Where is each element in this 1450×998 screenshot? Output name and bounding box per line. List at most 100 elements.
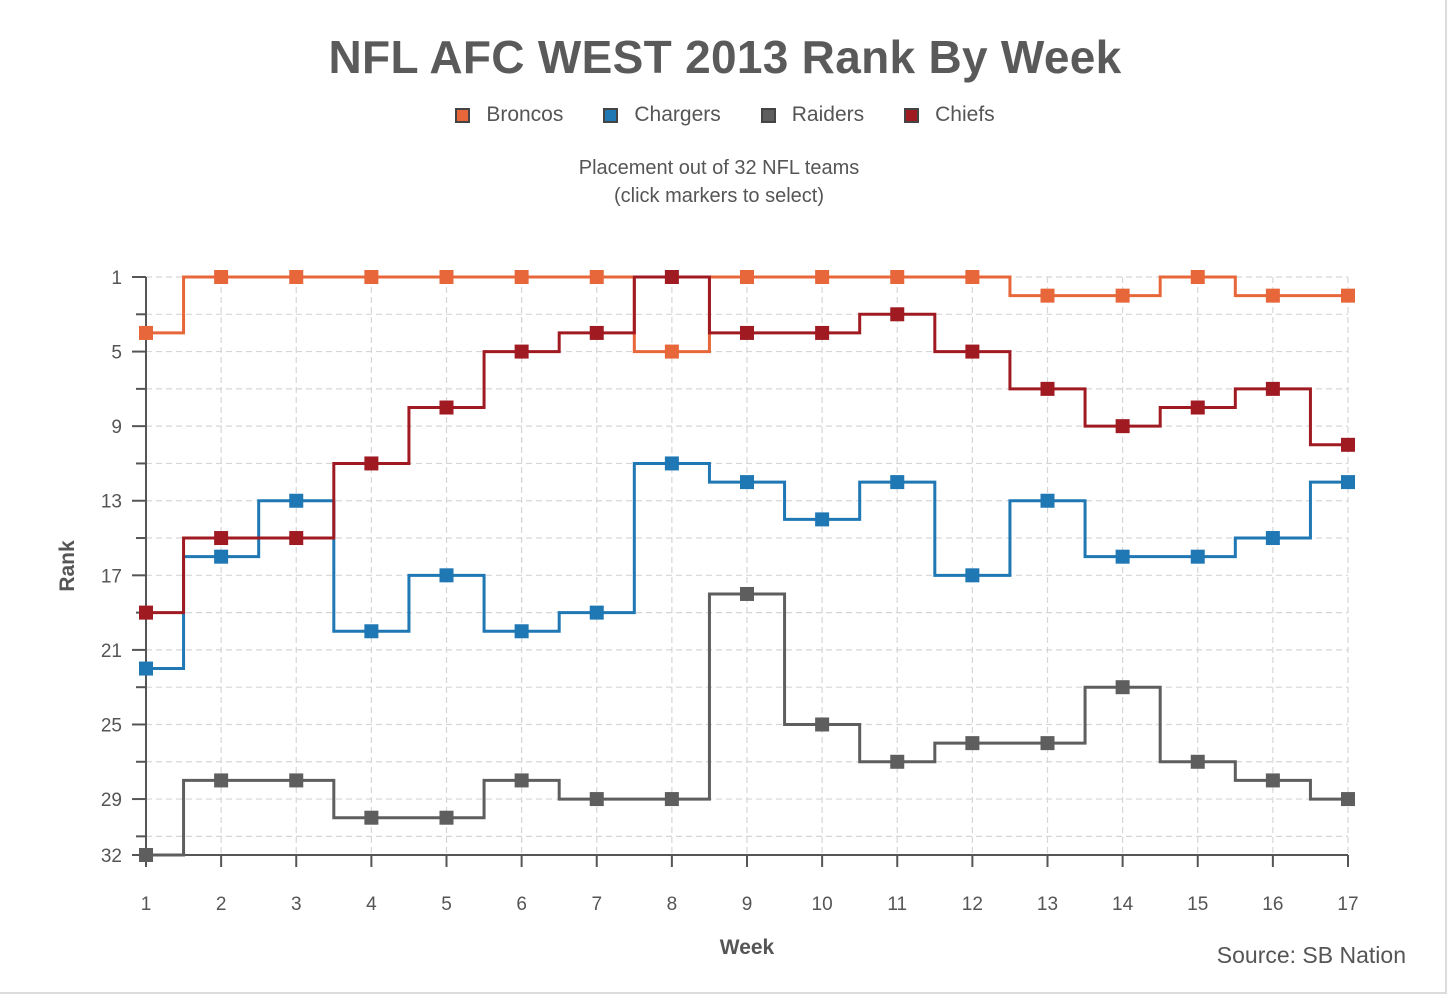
- point-chargers-week-1[interactable]: [139, 661, 153, 676]
- point-chiefs-week-2[interactable]: [214, 531, 229, 546]
- y-tick-label: 9: [111, 417, 122, 438]
- point-chiefs-week-17[interactable]: [1341, 437, 1355, 452]
- point-chargers-week-2[interactable]: [214, 549, 229, 564]
- legend-item-chargers[interactable]: Chargers: [603, 103, 721, 127]
- source-credit: Source: SB Nation: [1216, 942, 1406, 968]
- point-broncos-week-4[interactable]: [364, 270, 379, 284]
- legend-swatch-broncos: [455, 107, 471, 123]
- point-chargers-week-11[interactable]: [890, 475, 905, 490]
- point-chargers-week-13[interactable]: [1040, 493, 1055, 508]
- legend-item-raiders[interactable]: Raiders: [760, 103, 864, 127]
- point-chargers-week-10[interactable]: [815, 512, 830, 527]
- point-chargers-week-17[interactable]: [1341, 475, 1355, 490]
- point-raiders-week-11[interactable]: [890, 754, 905, 769]
- point-chargers-week-12[interactable]: [965, 568, 980, 583]
- point-raiders-week-8[interactable]: [664, 792, 679, 807]
- legend-label-broncos: Broncos: [486, 103, 564, 126]
- point-raiders-week-12[interactable]: [965, 736, 980, 751]
- chart-subtitle: Placement out of 32 NFL teams (click mar…: [0, 154, 1438, 210]
- point-chiefs-week-1[interactable]: [139, 605, 153, 620]
- point-chargers-week-16[interactable]: [1265, 531, 1280, 546]
- point-chiefs-week-12[interactable]: [965, 344, 980, 359]
- point-chiefs-week-8[interactable]: [664, 270, 679, 284]
- y-tick-label: 1: [111, 268, 122, 289]
- point-broncos-week-12[interactable]: [965, 270, 980, 284]
- point-chiefs-week-3[interactable]: [289, 531, 304, 546]
- point-raiders-week-6[interactable]: [514, 773, 529, 788]
- point-broncos-week-15[interactable]: [1190, 270, 1205, 284]
- y-tick-label: 21: [101, 641, 122, 662]
- point-broncos-week-10[interactable]: [815, 270, 830, 284]
- point-raiders-week-1[interactable]: [139, 848, 153, 862]
- point-chiefs-week-9[interactable]: [740, 325, 754, 340]
- point-raiders-week-13[interactable]: [1040, 736, 1055, 751]
- x-tick-label: 10: [812, 894, 833, 915]
- point-broncos-week-3[interactable]: [289, 270, 304, 284]
- point-chiefs-week-11[interactable]: [890, 307, 905, 322]
- x-tick-label: 14: [1112, 894, 1134, 915]
- point-chiefs-week-15[interactable]: [1190, 400, 1205, 415]
- point-raiders-week-5[interactable]: [439, 810, 454, 825]
- point-broncos-week-7[interactable]: [589, 270, 604, 284]
- point-raiders-week-16[interactable]: [1265, 773, 1280, 788]
- point-raiders-week-2[interactable]: [214, 773, 229, 788]
- point-chiefs-week-14[interactable]: [1115, 419, 1130, 434]
- point-broncos-week-1[interactable]: [139, 325, 153, 340]
- point-chiefs-week-6[interactable]: [514, 344, 529, 359]
- point-chargers-week-9[interactable]: [740, 475, 754, 490]
- point-chiefs-week-7[interactable]: [589, 325, 604, 340]
- point-chargers-week-6[interactable]: [514, 624, 529, 639]
- y-tick-label: 5: [111, 343, 122, 364]
- x-tick-label: 15: [1187, 894, 1208, 915]
- x-tick-label: 8: [667, 894, 678, 915]
- x-tick-label: 3: [291, 894, 302, 915]
- point-raiders-week-9[interactable]: [740, 586, 754, 601]
- point-raiders-week-17[interactable]: [1341, 792, 1355, 807]
- y-tick-label: 13: [101, 492, 122, 513]
- point-chargers-week-7[interactable]: [589, 605, 604, 620]
- y-tick-label: 32: [101, 846, 122, 867]
- point-chiefs-week-10[interactable]: [815, 325, 830, 340]
- x-tick-label: 5: [441, 894, 452, 915]
- point-broncos-week-14[interactable]: [1115, 288, 1130, 303]
- point-broncos-week-11[interactable]: [890, 270, 905, 284]
- point-broncos-week-6[interactable]: [514, 270, 529, 284]
- legend-swatch-raiders: [760, 107, 776, 123]
- y-tick-label: 25: [101, 715, 122, 736]
- point-broncos-week-2[interactable]: [214, 270, 229, 284]
- point-broncos-week-9[interactable]: [740, 270, 754, 284]
- point-chargers-week-8[interactable]: [664, 456, 679, 471]
- series-line-raiders: [146, 592, 1348, 857]
- point-chiefs-week-13[interactable]: [1040, 381, 1055, 396]
- point-raiders-week-14[interactable]: [1115, 680, 1130, 695]
- point-broncos-week-8[interactable]: [664, 344, 679, 359]
- legend-label-chiefs: Chiefs: [935, 103, 995, 126]
- point-chiefs-week-5[interactable]: [439, 400, 454, 415]
- point-broncos-week-13[interactable]: [1040, 288, 1055, 303]
- point-chargers-week-3[interactable]: [289, 493, 304, 508]
- legend-item-broncos[interactable]: Broncos: [455, 103, 563, 127]
- legend-item-chiefs[interactable]: Chiefs: [904, 103, 995, 127]
- x-tick-label: 7: [591, 894, 602, 915]
- x-axis-title: Week: [720, 936, 775, 959]
- point-raiders-week-4[interactable]: [364, 810, 379, 825]
- x-tick-label: 16: [1262, 894, 1283, 915]
- point-broncos-week-16[interactable]: [1265, 288, 1280, 303]
- x-tick-label: 13: [1037, 894, 1058, 915]
- point-chiefs-week-16[interactable]: [1265, 381, 1280, 396]
- point-broncos-week-17[interactable]: [1341, 288, 1355, 303]
- point-chargers-week-4[interactable]: [364, 624, 379, 639]
- point-raiders-week-7[interactable]: [589, 792, 604, 807]
- point-raiders-week-15[interactable]: [1190, 754, 1205, 769]
- y-tick-label: 17: [101, 566, 122, 587]
- point-raiders-week-10[interactable]: [815, 717, 830, 732]
- point-chargers-week-14[interactable]: [1115, 549, 1130, 564]
- point-chiefs-week-4[interactable]: [364, 456, 379, 471]
- point-raiders-week-3[interactable]: [289, 773, 304, 788]
- point-chargers-week-15[interactable]: [1190, 549, 1205, 564]
- point-chargers-week-5[interactable]: [439, 568, 454, 583]
- legend-label-chargers: Chargers: [634, 103, 721, 126]
- point-broncos-week-5[interactable]: [439, 270, 454, 284]
- x-tick-label: 2: [216, 894, 227, 915]
